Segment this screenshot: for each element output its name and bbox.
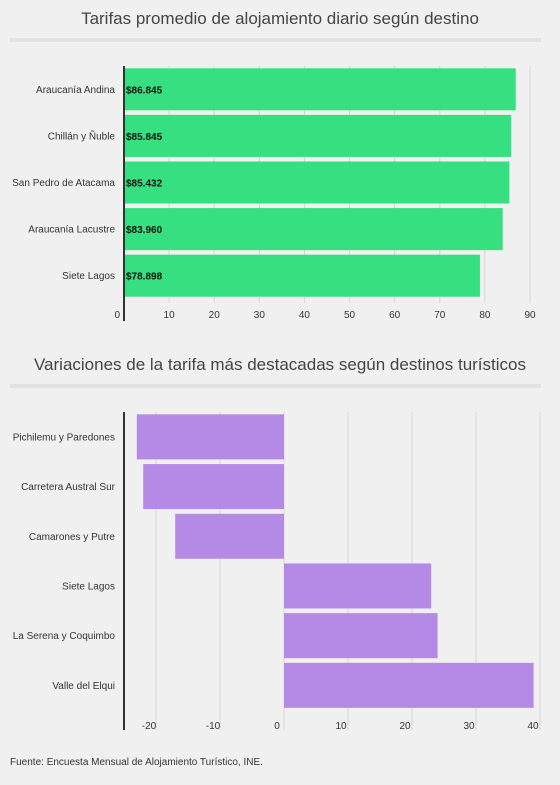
chart1-tick-label: 70 [434,310,446,321]
chart2-category-label: Valle del Elqui [52,681,115,692]
chart2-bar [136,414,284,460]
chart1-bar [124,114,512,157]
chart2-title-rule [10,384,541,388]
chart2-plot: -20 -10 0 10 20 30 40 Pichilemu y Paredones Carr… [13,412,541,732]
chart2-tick-label: -10 [206,721,221,732]
chart1-tick-label: 90 [524,310,536,321]
chart1-data-label: $85.432 [126,179,163,190]
chart2-bar [284,563,432,609]
chart2-category-label: Pichilemu y Paredones [13,432,115,443]
chart1-category-label: Chillán y Ñuble [48,129,116,142]
chart1-data-label: $78.898 [126,272,163,283]
chart1-data-label: $85.845 [126,132,163,143]
chart1-category-label: Siete Lagos [62,271,115,282]
chart1-tick-label: 20 [209,310,221,321]
chart1-tick-label: 50 [344,310,356,321]
chart2-category-label: Camarones y Putre [29,532,116,543]
chart2-tick-label: 10 [335,721,347,732]
chart2-bar [284,613,438,659]
chart2-tick-label: 0 [274,721,280,732]
chart2-bar [284,662,534,708]
chart1-bar [124,68,516,111]
chart1-tick-label: 80 [479,310,491,321]
chart1-tick-label: 0 [114,310,120,321]
chart1-category-label: San Pedro de Atacama [12,178,115,189]
chart1-tick-label: 10 [164,310,176,321]
chart1-tick-label: 40 [299,310,311,321]
chart2-bar [143,464,284,510]
chart1-title-rule [10,38,541,42]
chart1-tick-label: 30 [254,310,266,321]
source-note: Fuente: Encuesta Mensual de Alojamiento … [10,757,263,768]
chart1-tick-label: 60 [389,310,401,321]
chart2-tick-label: -20 [142,721,157,732]
chart1-category-label: Araucanía Andina [36,85,115,96]
chart1-bar [124,161,510,204]
chart2-title: Variaciones de la tarifa más destacadas … [33,355,526,374]
chart1-data-label: $86.845 [126,85,163,96]
chart2-category-label: Carretera Austral Sur [21,482,116,493]
chart2-tick-label: 40 [527,721,539,732]
chart2-tick-label: 20 [399,721,411,732]
chart1-plot: 0 10 20 30 40 50 60 70 80 90 Araucanía Andina $86.8… [12,66,536,321]
chart1-bar [124,208,503,251]
chart2-category-label: Siete Lagos [62,581,115,592]
chart2-category-label: La Serena y Coquimbo [13,631,116,642]
chart1-category-label: Araucanía Lacustre [28,225,115,236]
chart1-bar [124,254,480,297]
chart1-title: Tarifas promedio de alojamiento diario s… [81,9,479,28]
chart2-bar [175,513,284,559]
chart2-tick-label: 30 [463,721,475,732]
chart1-data-label: $83.960 [126,225,163,236]
